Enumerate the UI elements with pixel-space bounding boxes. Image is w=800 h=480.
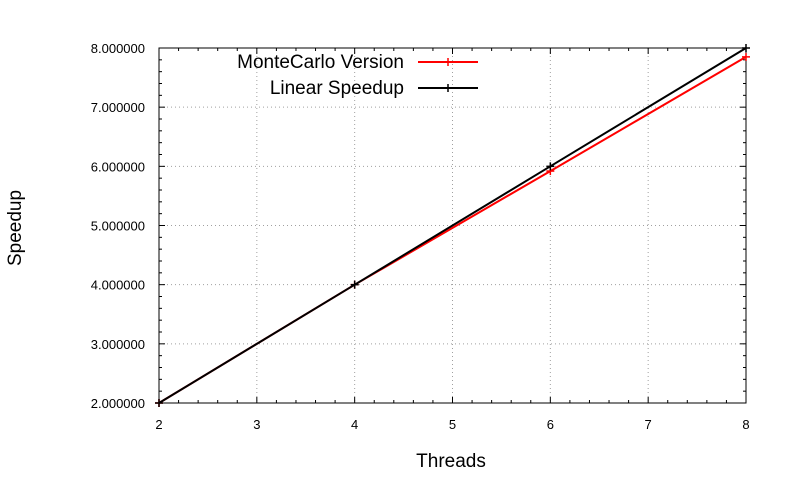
x-tick-label: 4 <box>351 417 358 432</box>
x-tick-label: 2 <box>155 417 162 432</box>
legend-label-0: MonteCarlo Version <box>237 52 404 73</box>
series-line-1 <box>158 47 747 404</box>
x-tick-label: 8 <box>742 417 749 432</box>
x-tick-label: 3 <box>253 417 260 432</box>
legend-label-1: Linear Speedup <box>270 78 404 99</box>
series-1-point <box>742 44 750 52</box>
y-tick-label: 3.000000 <box>91 337 145 352</box>
x-tick-label: 6 <box>547 417 554 432</box>
series-0-point <box>742 52 750 61</box>
axis-ticks: 2 3 4 5 6 7 8 2.000000 3.000000 4.000000 5.000000 6… <box>91 41 750 432</box>
series <box>155 44 750 407</box>
y-tick-label: 7.000000 <box>91 100 145 115</box>
series-1-point <box>155 399 163 407</box>
series-1-point <box>350 280 359 289</box>
y-tick-label: 2.000000 <box>91 396 145 411</box>
x-axis-label: Threads <box>416 451 486 472</box>
y-tick-label: 4.000000 <box>91 278 145 293</box>
y-tick-label: 5.000000 <box>91 219 145 234</box>
series-1-point <box>546 162 555 171</box>
y-axis-label: Speedup <box>5 190 26 266</box>
x-tick-label: 5 <box>449 417 456 432</box>
x-tick-label: 7 <box>645 417 652 432</box>
y-tick-label: 6.000000 <box>91 159 145 174</box>
y-tick-label: 8.000000 <box>91 41 145 56</box>
legend: MonteCarlo Version Linear Speedup <box>237 52 478 99</box>
